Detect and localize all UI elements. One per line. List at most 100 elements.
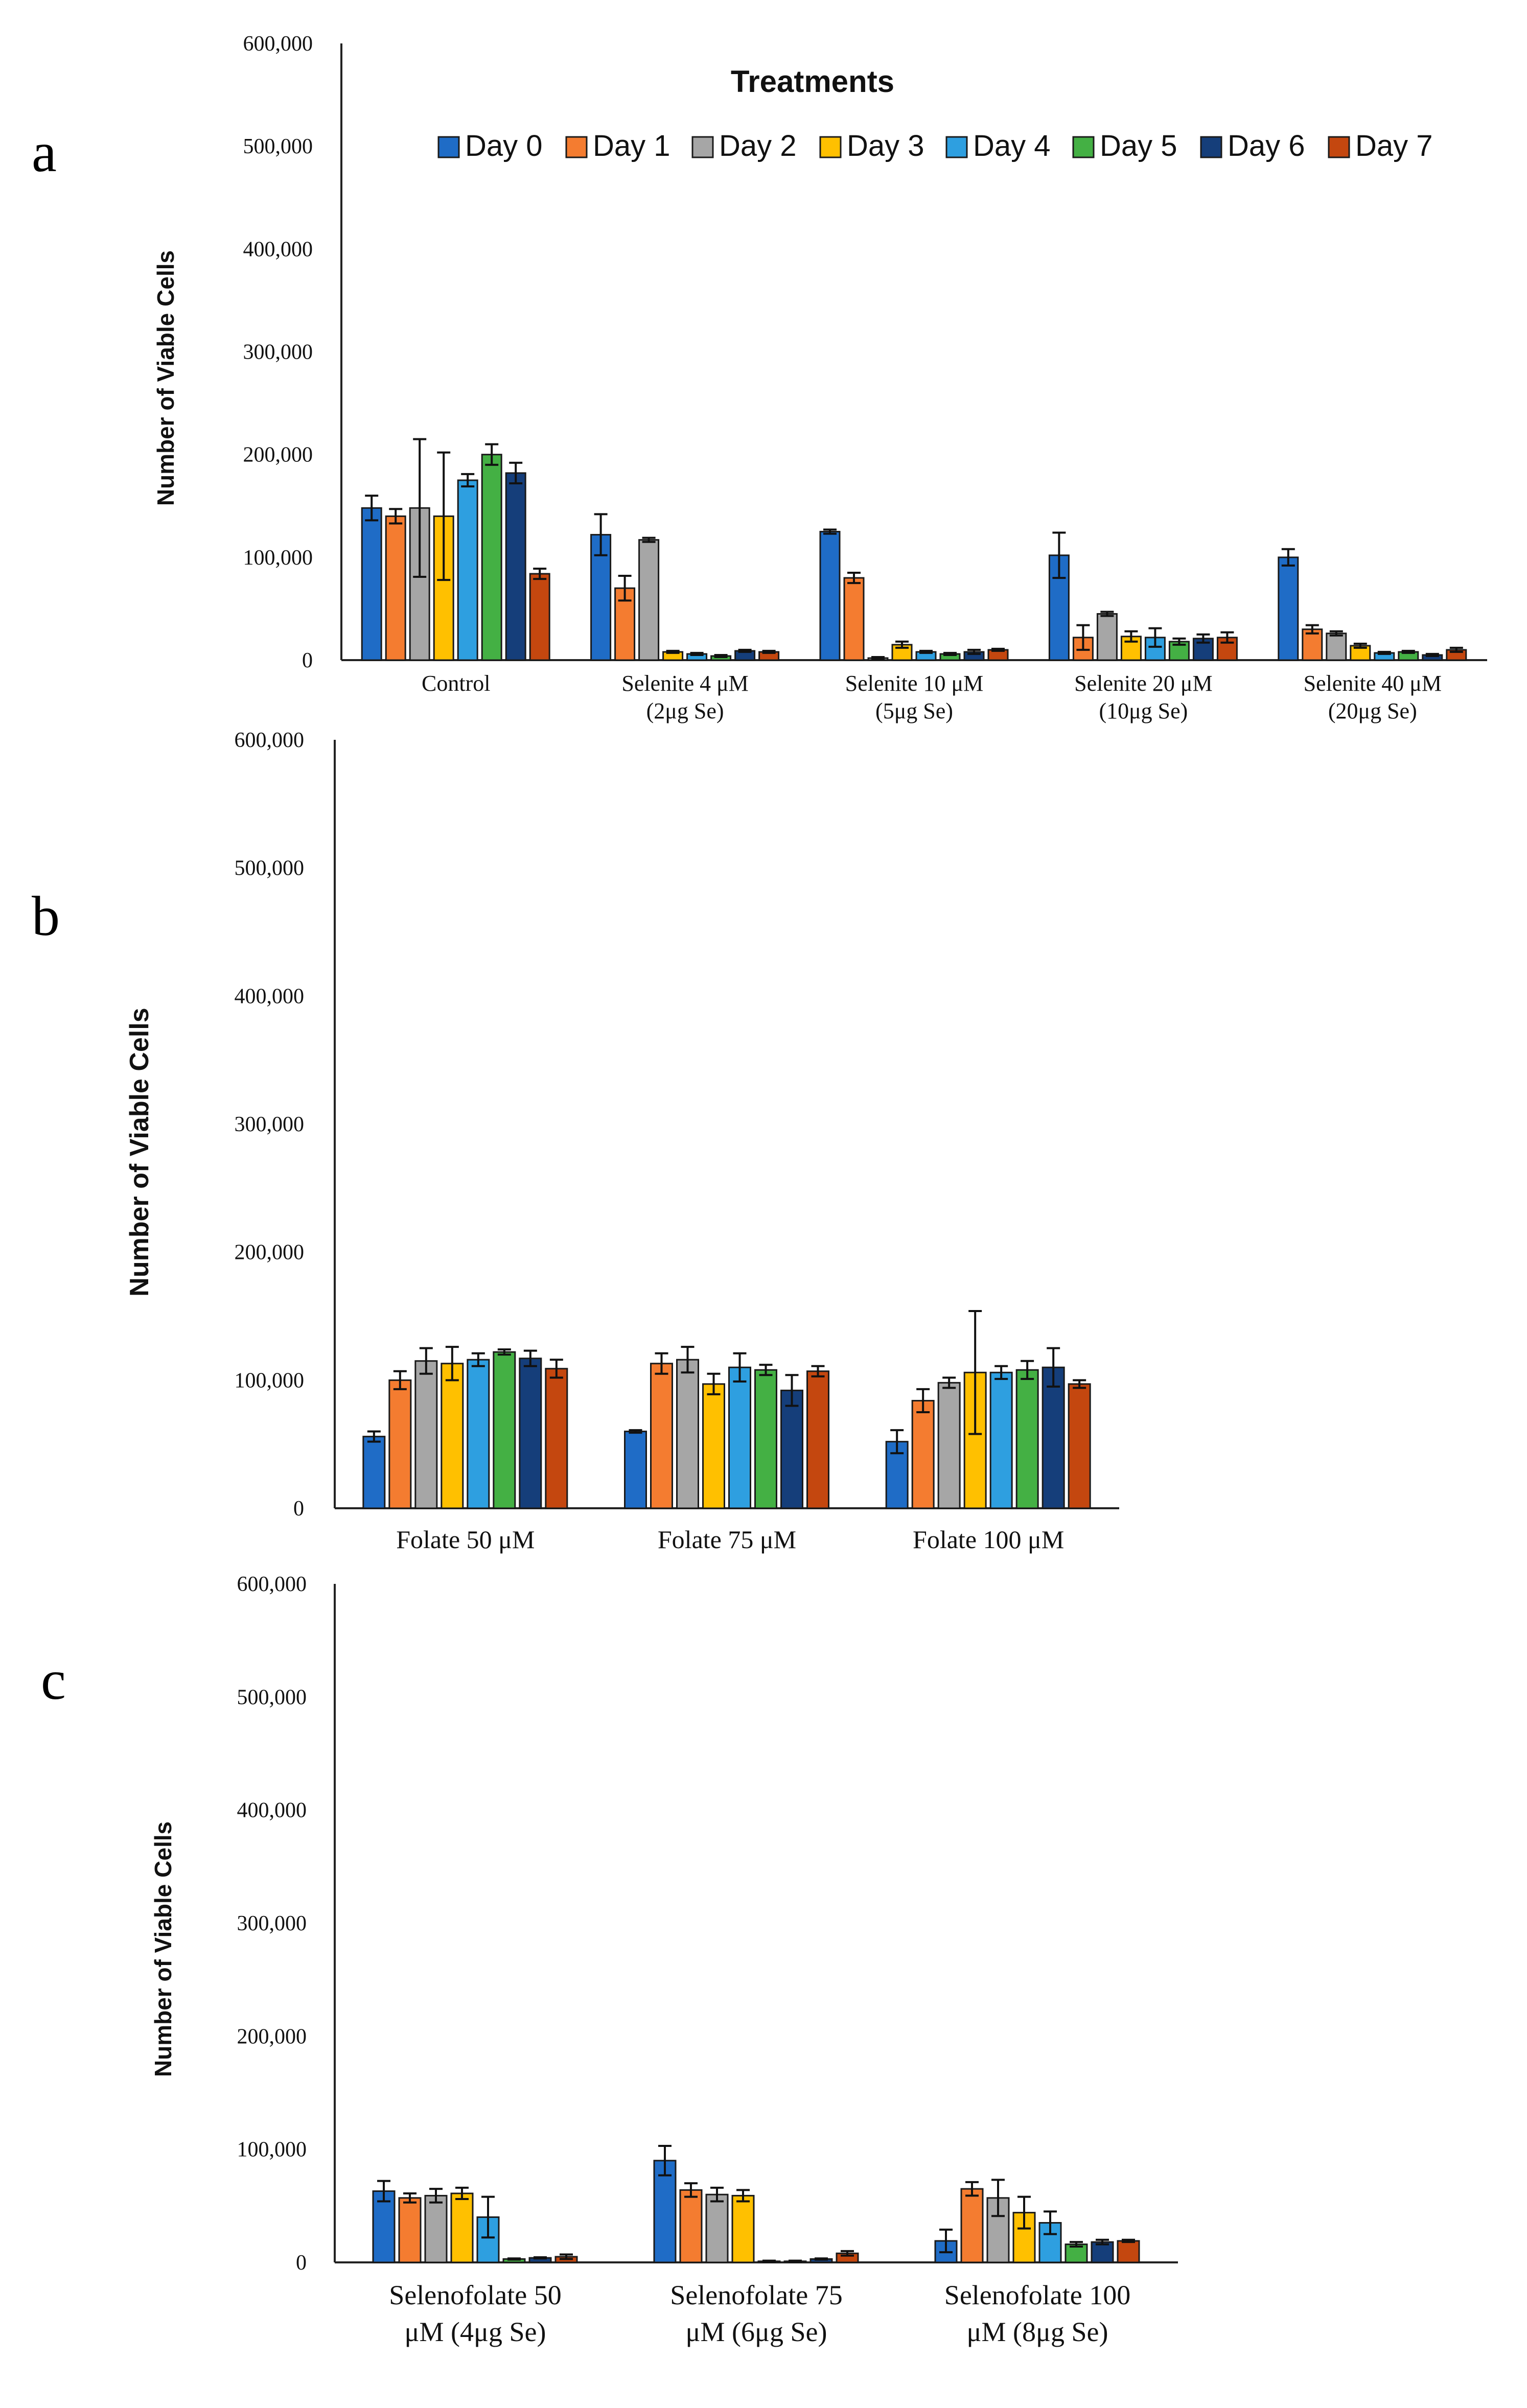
error-bar [1196,633,1210,644]
error-bar [916,1388,930,1413]
error-bar [618,575,632,602]
bar-day-7 [1117,2240,1140,2263]
error-bar [967,648,981,655]
error-bar [1052,531,1066,579]
legend-label: Day 7 [1355,129,1433,162]
bar-day-1 [650,1363,673,1509]
x-category-label: Selenofolate 75 [670,2280,842,2310]
error-bar [939,2228,953,2254]
bar-day-0 [362,1436,386,1509]
error-bar [445,1346,459,1382]
bar-day-7 [806,1370,829,1509]
error-bar [684,2182,698,2198]
error-bar [789,2259,802,2263]
error-bar [413,438,427,578]
chart-panel-a: 0 100,000 200,000 300,000 400,000 500,000 600,… [152,32,1487,723]
legend-item-day-4: Day 4 [945,129,1051,162]
legend-item-day-0: Day 0 [437,129,543,162]
bar-day-5 [1015,1369,1039,1509]
error-bar [736,2189,750,2203]
error-bar [1148,627,1162,648]
error-bar [811,1365,825,1377]
legend-item-day-3: Day 3 [819,129,924,162]
bar-day-0 [653,2160,677,2263]
error-bar [471,1352,485,1367]
legend-item-day-7: Day 7 [1328,129,1433,162]
error-bar [895,640,909,649]
error-bar [594,513,608,556]
y-tick-label: 200,000 [235,1241,305,1265]
bar-day-0 [1278,556,1299,661]
x-category-label: (5μg Se) [875,698,953,723]
x-category-label: (20μg Se) [1328,698,1417,723]
error-bar [1329,630,1343,637]
bar-day-6 [505,472,526,661]
y-tick-label: 600,000 [235,729,305,752]
bar-day-7 [545,1368,568,1509]
bar-day-3 [450,2192,474,2263]
error-bar [1122,2238,1135,2243]
error-bar [1073,1379,1086,1389]
bar-day-1 [960,2188,984,2263]
error-bar [642,536,656,543]
bar-day-1 [843,577,865,661]
legend-swatch [1328,136,1350,158]
bar-day-5 [481,454,502,661]
error-bar [523,1349,537,1367]
y-tick-label: 400,000 [237,1799,307,1822]
x-category-label: Folate 75 μM [658,1525,796,1554]
error-bar [942,1376,956,1389]
error-bar [710,2186,724,2203]
y-axis-label: Number of Viable Cells [150,1821,176,2077]
error-bar [1377,650,1391,655]
legend-swatch [945,136,968,158]
error-bar [841,2250,854,2257]
y-tick-label: 500,000 [235,857,305,880]
x-category-label: (2μg Se) [646,698,724,723]
error-bar [714,653,728,658]
y-tick-label: 200,000 [243,443,313,467]
x-category-label: Folate 100 μM [913,1525,1064,1554]
bar-day-2 [414,1360,438,1509]
error-bar [377,2180,390,2203]
bar-day-4 [989,1371,1013,1509]
legend-swatch [691,136,714,158]
bar-day-5 [493,1351,516,1509]
bar-day-0 [361,507,382,661]
error-bar [549,1359,563,1379]
bar-day-0 [819,531,841,661]
y-tick-label: 400,000 [243,238,313,261]
legend-label: Day 3 [847,129,924,162]
error-bar [847,572,861,585]
y-tick-label: 300,000 [235,1113,305,1136]
x-category-label: Selenite 20 μM [1074,671,1212,696]
bar-day-6 [1042,1366,1065,1509]
bar-day-1 [388,1379,412,1509]
legend-item-day-6: Day 6 [1200,129,1305,162]
x-category-label: Selenofolate 50 [389,2280,561,2310]
error-bar [1044,2210,1057,2235]
bar-day-7 [529,573,550,661]
y-tick-label: 300,000 [243,341,313,364]
bar-day-6 [780,1389,803,1509]
bar-day-1 [398,2197,422,2263]
error-bar [403,2192,417,2204]
error-bar [1021,1360,1034,1380]
bar-day-6 [519,1358,542,1509]
bar-day-1 [385,515,406,661]
bar-day-2 [1096,613,1118,661]
x-category-label: Selenofolate 100 [944,2280,1130,2310]
error-bar [393,1370,407,1390]
legend-label: Day 6 [1228,129,1305,162]
error-bar [509,461,523,484]
error-bar [815,2257,828,2261]
error-bar [455,2186,469,2201]
bar-day-0 [624,1431,647,1509]
x-category-label: μM (8μg Se) [967,2317,1108,2347]
error-bar [658,2145,672,2177]
error-bar [481,2195,495,2239]
bar-day-2 [638,539,660,661]
legend-item-day-2: Day 2 [691,129,797,162]
x-category-label: (10μg Se) [1099,698,1188,723]
